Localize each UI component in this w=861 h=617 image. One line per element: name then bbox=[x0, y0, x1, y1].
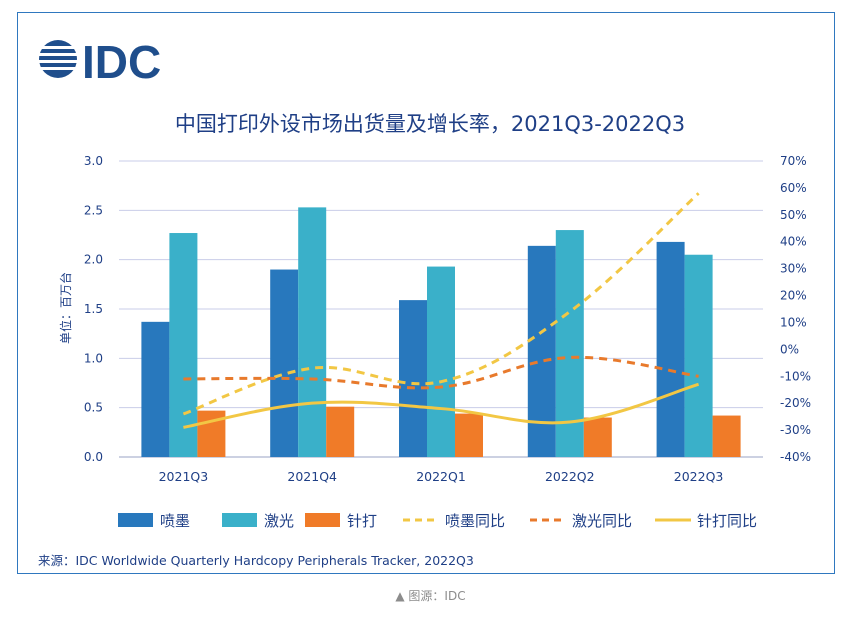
y2-tick-label: 10% bbox=[780, 315, 807, 329]
bar-激光-2022Q1 bbox=[427, 266, 455, 457]
y2-tick-label: 50% bbox=[780, 208, 807, 222]
y2-tick-label: 60% bbox=[780, 181, 807, 195]
bars bbox=[141, 207, 741, 457]
bar-激光-2022Q3 bbox=[684, 254, 713, 457]
legend-swatch-激光 bbox=[222, 513, 257, 527]
trend-lines bbox=[182, 192, 700, 429]
x-tick-label: 2022Q3 bbox=[674, 469, 724, 484]
y2-tick-label: -30% bbox=[780, 423, 811, 437]
y2-tick-label: 40% bbox=[780, 235, 807, 249]
y-tick-label: 3.0 bbox=[84, 154, 103, 168]
bar-激光-2022Q2 bbox=[555, 230, 584, 457]
y-tick-label: 0.5 bbox=[84, 401, 103, 415]
globe-icon bbox=[38, 40, 78, 78]
bar-激光-2021Q4 bbox=[298, 207, 327, 457]
image-caption: ▲ 图源：IDC bbox=[395, 589, 466, 603]
legend-label: 激光 bbox=[264, 512, 294, 530]
y-tick-label: 1.0 bbox=[84, 351, 103, 365]
bar-喷墨-2021Q3 bbox=[141, 321, 170, 457]
y-tick-label: 2.0 bbox=[84, 253, 103, 267]
logo-text: IDC bbox=[82, 38, 161, 84]
bar-针打-2022Q1 bbox=[455, 413, 483, 457]
y-tick-label: 0.0 bbox=[84, 450, 103, 464]
legend: 喷墨 激光 针打 喷墨同比 激光同比 针打同比 bbox=[118, 512, 757, 530]
bar-喷墨-2022Q1 bbox=[399, 300, 427, 457]
line-喷墨同比 bbox=[182, 192, 700, 416]
bar-针打-2022Q2 bbox=[583, 417, 612, 457]
legend-label: 针打 bbox=[347, 512, 377, 530]
line-激光同比 bbox=[183, 355, 699, 390]
x-tick-label: 2021Q3 bbox=[159, 469, 209, 484]
bar-激光-2021Q3 bbox=[169, 233, 198, 457]
legend-label: 喷墨同比 bbox=[445, 512, 505, 530]
x-tick-label: 2022Q2 bbox=[545, 469, 595, 484]
y-axis-label: 单位：百万台 bbox=[58, 272, 73, 344]
legend-label: 针打同比 bbox=[697, 512, 757, 530]
idc-logo: IDC bbox=[38, 38, 161, 84]
x-axis: 2021Q3 2021Q4 2022Q1 2022Q2 2022Q3 bbox=[159, 469, 724, 484]
chart-title: 中国打印外设市场出货量及增长率，2021Q3-2022Q3 bbox=[175, 112, 685, 136]
y2-tick-label: 0% bbox=[780, 342, 799, 356]
left-axis: 0.0 0.5 1.0 1.5 2.0 2.5 3.0 bbox=[84, 154, 103, 464]
legend-swatch-针打 bbox=[305, 513, 340, 527]
line-针打同比 bbox=[183, 382, 700, 429]
source-note: 来源：IDC Worldwide Quarterly Hardcopy Peri… bbox=[38, 553, 474, 568]
y2-tick-label: -20% bbox=[780, 396, 811, 410]
y2-tick-label: 20% bbox=[780, 289, 807, 303]
x-tick-label: 2022Q1 bbox=[416, 469, 466, 484]
legend-swatch-喷墨 bbox=[118, 513, 153, 527]
y2-tick-label: 70% bbox=[780, 154, 807, 168]
bar-针打-2021Q4 bbox=[326, 406, 355, 457]
y2-tick-label: -10% bbox=[780, 369, 811, 383]
bar-针打-2022Q3 bbox=[712, 415, 741, 457]
y-tick-label: 1.5 bbox=[84, 302, 103, 316]
legend-label: 喷墨 bbox=[160, 512, 190, 530]
legend-label: 激光同比 bbox=[572, 512, 632, 530]
bar-喷墨-2022Q2 bbox=[527, 245, 556, 457]
right-axis: -40% -30% -20% -10% 0% 10% 20% 30% 40% 50% 60% 70% bbox=[780, 154, 811, 464]
bar-喷墨-2022Q3 bbox=[656, 241, 685, 457]
bar-喷墨-2021Q4 bbox=[270, 269, 299, 457]
y2-tick-label: -40% bbox=[780, 450, 811, 464]
x-tick-label: 2021Q4 bbox=[287, 469, 337, 484]
y2-tick-label: 30% bbox=[780, 262, 807, 276]
y-tick-label: 2.5 bbox=[84, 203, 103, 217]
